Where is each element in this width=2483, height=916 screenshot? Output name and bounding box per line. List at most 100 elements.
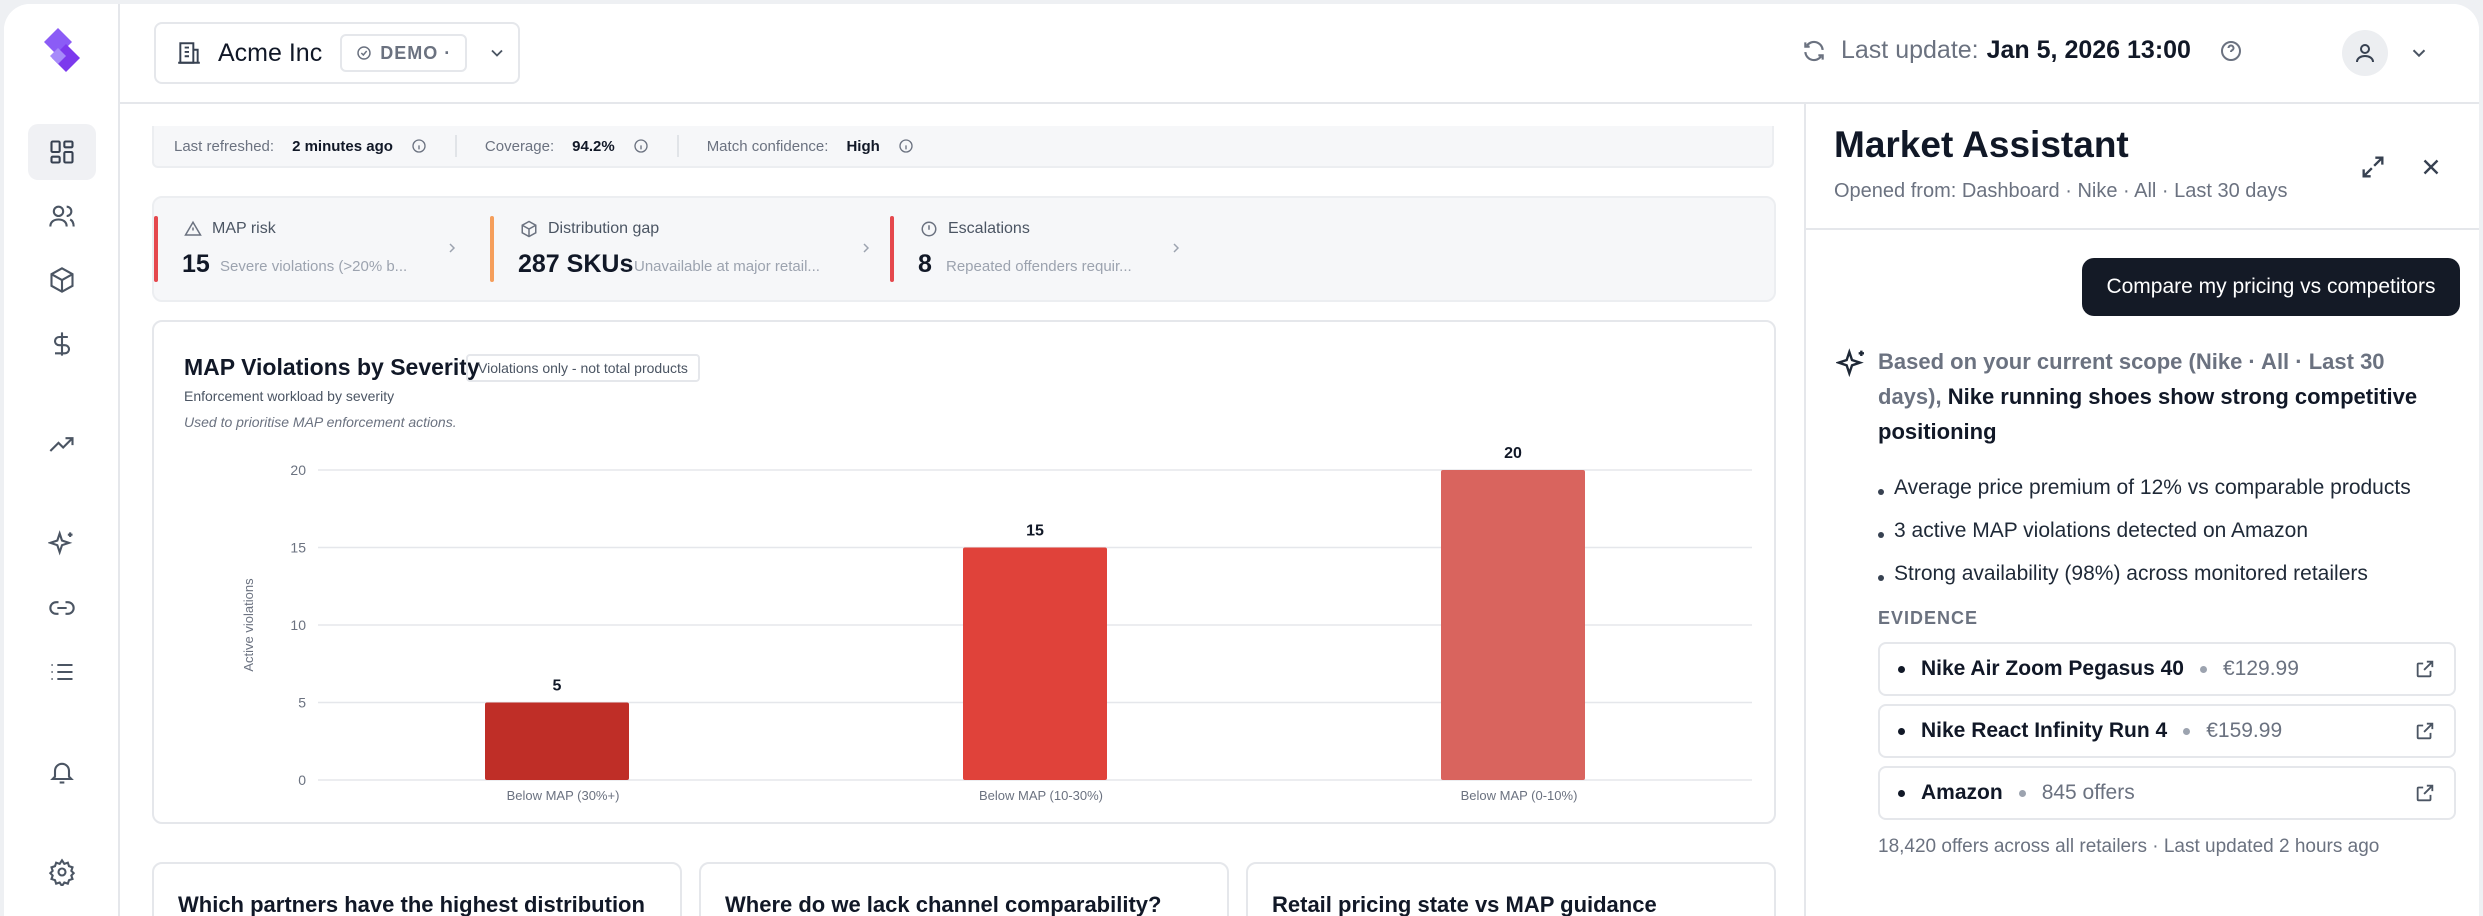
kpi-value: 287 SKUs	[518, 250, 634, 278]
evidence-detail: €159.99	[2206, 719, 2283, 742]
dollar-icon	[53, 332, 71, 356]
external-link-icon[interactable]	[2414, 658, 2436, 680]
insight-card-title: Which partners have the highest distribu…	[178, 892, 645, 916]
panel-footer: 18,420 offers across all retailers · Las…	[1878, 836, 2380, 857]
brand-logo-icon[interactable]	[42, 26, 82, 76]
building-icon	[178, 42, 200, 64]
bullet-dot	[1898, 727, 1905, 735]
chevron-down-icon[interactable]	[2408, 42, 2430, 64]
sidebar-item-users[interactable]	[28, 188, 96, 244]
confidence-value: High	[846, 137, 880, 155]
insight-card-distribution[interactable]: Which partners have the highest distribu…	[152, 862, 682, 916]
confidence-label: Match confidence:	[706, 137, 829, 155]
answer-bullet: 3 active MAP violations detected on Amaz…	[1878, 509, 2458, 552]
evidence-item[interactable]: Nike Air Zoom Pegasus 40 €129.99	[1878, 642, 2456, 696]
insight-card-pricing-state[interactable]: Retail pricing state vs MAP guidance	[1246, 862, 1776, 916]
info-icon[interactable]	[898, 138, 914, 154]
insight-card-comparability[interactable]: Where do we lack channel comparability?	[699, 862, 1229, 916]
org-switcher[interactable]: Acme Inc DEMO ·	[154, 22, 520, 84]
kpi-description: Severe violations (>20% b...	[220, 258, 408, 275]
sidebar-item-products[interactable]	[28, 252, 96, 308]
sidebar-item-dashboard[interactable]	[28, 124, 96, 180]
evidence-item[interactable]: Amazon 845 offers	[1878, 766, 2456, 820]
panel-subtitle: Opened from: Dashboard · Nike · All · La…	[1834, 180, 2288, 202]
kpi-value: 15	[182, 250, 210, 278]
kpi-card-map-risk[interactable]: MAP risk 15 Severe violations (>20% b...	[154, 216, 484, 286]
last-update-value: Jan 5, 2026 13:00	[1986, 36, 2191, 64]
chart-title: MAP Violations by Severity	[184, 354, 480, 380]
sidebar-item-links[interactable]	[28, 580, 96, 636]
demo-label: DEMO ·	[380, 42, 452, 63]
evidence-heading: EVIDENCE	[1878, 608, 1979, 628]
kpi-value: 8	[918, 250, 932, 278]
x-tick-label: Below MAP (30%+)	[507, 788, 620, 803]
last-update: Last update: Jan 5, 2026 13:00	[1801, 36, 2243, 65]
kpi-label: MAP risk	[184, 220, 276, 238]
bar-value-label: 15	[1026, 523, 1044, 540]
sidebar-item-assistant[interactable]	[28, 516, 96, 572]
kpi-label-text: MAP risk	[212, 220, 276, 237]
kpi-strip: MAP risk 15 Severe violations (>20% b...…	[152, 196, 1776, 302]
check-circle-icon	[357, 46, 371, 60]
evidence-item[interactable]: Nike React Infinity Run 4 €159.99	[1878, 704, 2456, 758]
panel-header: Market Assistant Opened from: Dashboard …	[1806, 104, 2479, 230]
coverage-value: 94.2%	[572, 137, 615, 155]
y-tick-label: 10	[290, 617, 306, 633]
package-icon	[50, 267, 74, 293]
chart-tag: Violations only - not total products	[466, 354, 700, 382]
sidebar-item-settings[interactable]	[28, 844, 96, 900]
refreshed-value: 2 minutes ago	[292, 137, 393, 155]
panel-title: Market Assistant	[1834, 124, 2129, 165]
sidebar-item-notifications[interactable]	[28, 744, 96, 800]
bar-2	[963, 547, 1107, 780]
expand-icon	[2362, 156, 2384, 178]
kpi-accent-bar	[890, 216, 894, 282]
separator-dot	[2199, 665, 2207, 673]
evidence-detail: €129.99	[2222, 657, 2299, 680]
y-tick-label: 20	[290, 462, 306, 478]
warning-icon	[184, 220, 202, 236]
sidebar-item-pricing[interactable]	[28, 316, 96, 372]
x-tick-label: Below MAP (0-10%)	[1461, 788, 1578, 803]
user-icon	[2356, 44, 2374, 63]
sidebar-item-lists[interactable]	[28, 644, 96, 700]
sparkles-icon	[48, 530, 73, 556]
users-icon	[49, 205, 75, 227]
info-icon[interactable]	[411, 138, 427, 154]
info-icon[interactable]	[633, 138, 649, 154]
answer-bullet: Average price premium of 12% vs comparab…	[1878, 466, 2458, 509]
y-tick-label: 5	[298, 695, 306, 711]
last-update-label: Last update:	[1841, 36, 1979, 64]
external-link-icon[interactable]	[2414, 720, 2436, 742]
sparkles-icon	[1836, 348, 1864, 378]
separator-dot	[2018, 789, 2026, 797]
kpi-card-distribution-gap[interactable]: Distribution gap 287 SKUs Unavailable at…	[490, 216, 900, 286]
chart-subtitle: Enforcement workload by severity	[184, 388, 395, 404]
close-button[interactable]	[2414, 150, 2448, 184]
bar-chart: 0 5 10 15 20 Active violations 5 Below MAP (30%…	[241, 445, 1752, 803]
chart-note: Used to prioritise MAP enforcement actio…	[184, 414, 457, 430]
sidebar-item-trends[interactable]	[28, 416, 96, 472]
bullet-dot	[1898, 665, 1905, 673]
bullet-dot	[1898, 789, 1905, 797]
divider	[454, 135, 457, 157]
separator-dot	[2183, 727, 2191, 735]
y-axis-label: Active violations	[241, 578, 256, 672]
expand-button[interactable]	[2356, 150, 2390, 184]
sidebar	[4, 4, 120, 916]
help-icon[interactable]	[2219, 39, 2243, 63]
external-link-icon[interactable]	[2414, 782, 2436, 804]
avatar[interactable]	[2342, 30, 2388, 76]
refresh-icon[interactable]	[1801, 38, 1827, 64]
kpi-description: Unavailable at major retail...	[634, 258, 820, 275]
bar-value-label: 20	[1504, 445, 1522, 462]
kpi-accent-bar	[154, 216, 158, 282]
kpi-card-escalations[interactable]: Escalations 8 Repeated offenders requir.…	[890, 216, 1190, 286]
y-tick-label: 0	[298, 772, 306, 788]
kpi-label-text: Escalations	[948, 220, 1030, 237]
dashboard-main: Last refreshed: 2 minutes ago Coverage: …	[120, 104, 1804, 916]
answer-headline: Nike running shoes show strong competiti…	[1878, 384, 2418, 444]
list-icon	[51, 663, 73, 681]
insight-card-title: Where do we lack channel comparability?	[725, 892, 1162, 916]
market-assistant-panel: Market Assistant Opened from: Dashboard …	[1804, 104, 2479, 916]
